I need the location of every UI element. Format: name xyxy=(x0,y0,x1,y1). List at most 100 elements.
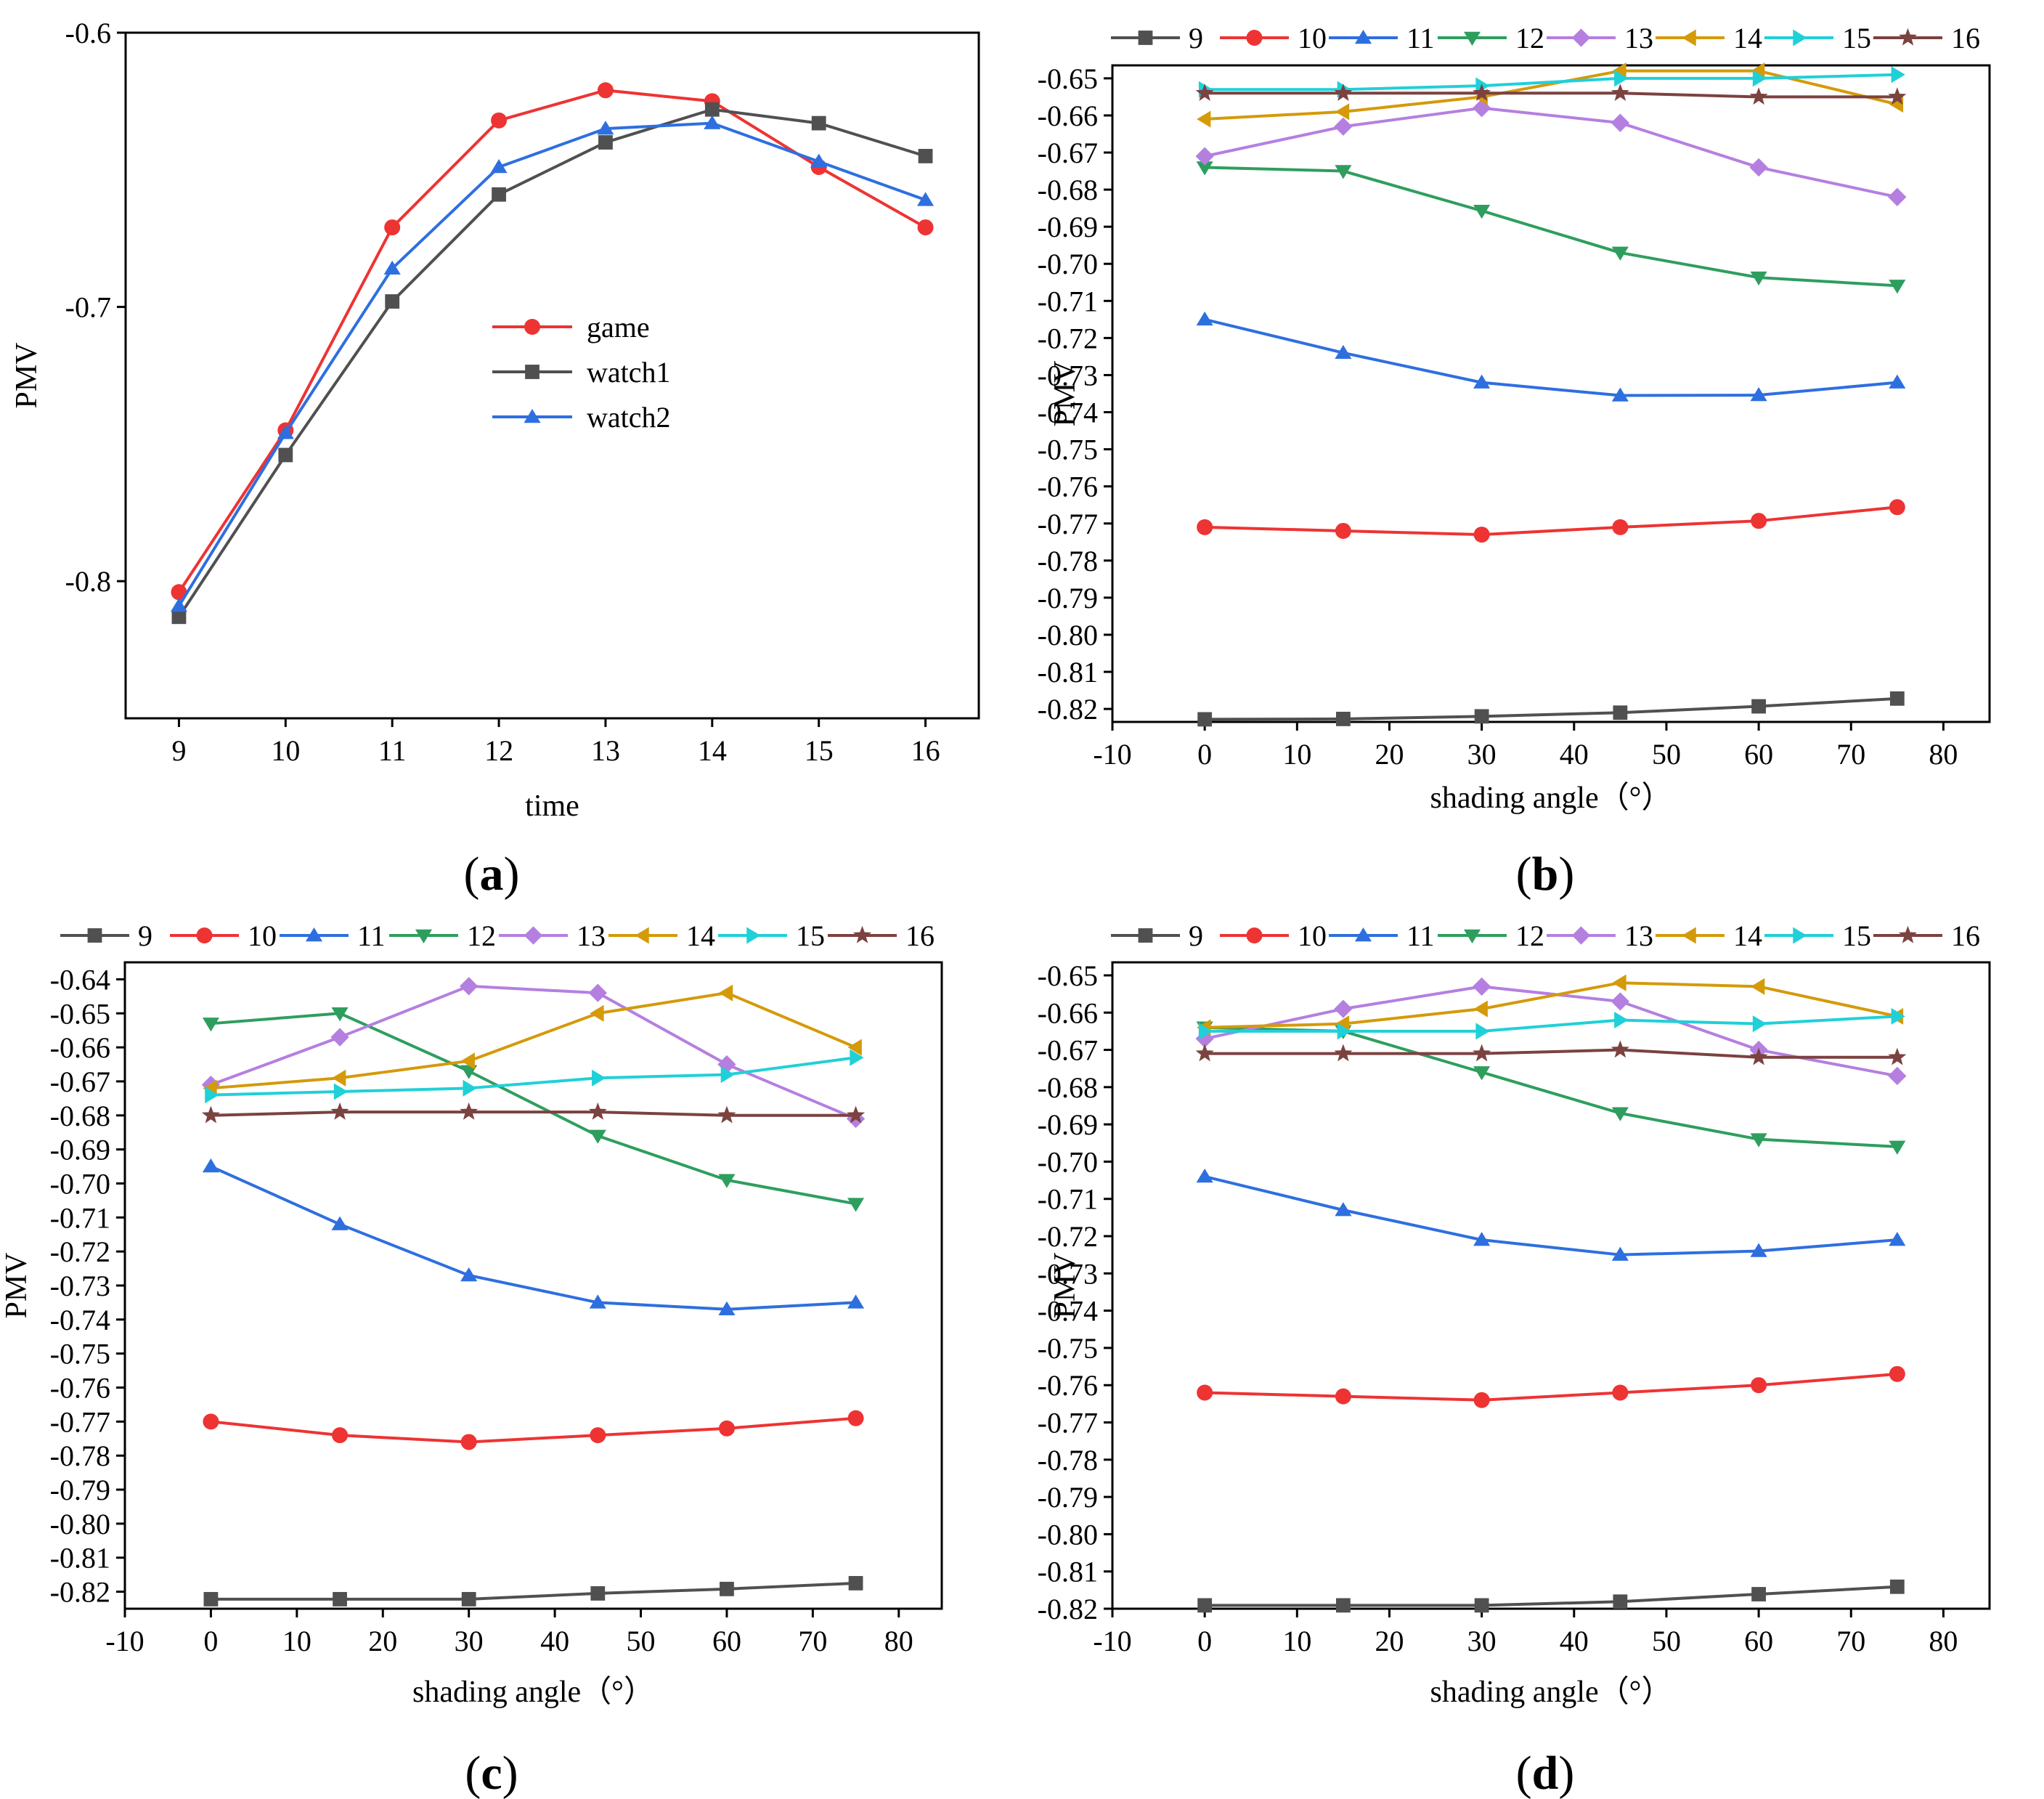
data-point-15 xyxy=(1198,1023,1213,1040)
y-tick-label: -0.64 xyxy=(50,963,110,996)
legend-item-16: 16 xyxy=(1873,22,1980,54)
data-point-16 xyxy=(1749,87,1768,105)
series-16 xyxy=(1195,84,1907,105)
series-line-15 xyxy=(1205,1015,1897,1033)
plot-frame xyxy=(1111,64,1991,723)
data-point-10 xyxy=(1335,522,1351,539)
y-tick-label: -0.76 xyxy=(1038,471,1098,503)
legend: 9 10 11 12 13 14 15 16 xyxy=(60,919,935,952)
data-point-watch1 xyxy=(492,187,506,202)
legend: 9 10 11 12 13 14 15 16 xyxy=(1111,919,1980,952)
data-point-12 xyxy=(1889,280,1906,294)
y-tick-label: -0.71 xyxy=(50,1201,110,1234)
series-line-11 xyxy=(1204,1175,1898,1256)
panel-label-paren: ) xyxy=(502,1747,518,1799)
legend-marker-10 xyxy=(1246,30,1263,46)
data-point-watch2 xyxy=(383,260,401,275)
y-tick-label: -0.82 xyxy=(1038,693,1098,726)
y-axis-title: PMV xyxy=(0,1252,33,1318)
data-point-13 xyxy=(1611,992,1630,1011)
data-point-game xyxy=(171,584,187,601)
panel-label: (d) xyxy=(1516,1747,1575,1799)
chart-b: -10 0 10 20 30 40 50 60 70 80 -0.65 -0.66 -0.67 -0.68… xyxy=(1038,22,1991,901)
data-point-16 xyxy=(460,1102,479,1120)
data-point-watch2 xyxy=(277,425,294,439)
legend-label: 10 xyxy=(248,919,277,952)
data-point-game xyxy=(384,219,401,236)
y-tick-label: -0.70 xyxy=(50,1167,110,1200)
panel-label-paren: ( xyxy=(465,1747,481,1799)
x-tick-label: 0 xyxy=(1197,738,1212,771)
data-point-13 xyxy=(1195,147,1214,166)
data-point-10 xyxy=(1473,1392,1490,1408)
data-point-watch2 xyxy=(170,598,187,612)
data-point-15 xyxy=(1337,1023,1351,1040)
data-point-watch1 xyxy=(278,447,293,463)
data-point-9 xyxy=(590,1586,606,1601)
data-point-12 xyxy=(202,1018,219,1032)
legend-item-9: 9 xyxy=(60,919,152,952)
y-tick-label: -0.68 xyxy=(1038,1071,1098,1104)
series-line-9 xyxy=(211,1581,856,1601)
y-tick-label: -0.81 xyxy=(1038,1556,1098,1588)
data-point-10 xyxy=(590,1427,606,1444)
y-tick-label: -0.70 xyxy=(1038,1145,1098,1178)
legend-item-12: 12 xyxy=(1438,919,1544,952)
legend-marker-game xyxy=(524,319,540,335)
data-point-9 xyxy=(1474,709,1489,724)
legend-label: 14 xyxy=(1733,22,1762,54)
data-point-16 xyxy=(1195,1044,1214,1062)
y-tick-label: -0.66 xyxy=(50,1031,110,1064)
series-10 xyxy=(1197,499,1905,543)
legend-item-13: 13 xyxy=(499,919,606,952)
data-point-15 xyxy=(1891,66,1905,84)
data-point-11 xyxy=(1750,1243,1767,1257)
y-tick-label: -0.8 xyxy=(65,565,111,598)
legend-item-game: game xyxy=(492,311,650,344)
series-line-12 xyxy=(211,1012,856,1206)
data-point-15 xyxy=(463,1079,477,1097)
legend-marker-9 xyxy=(1138,31,1153,45)
legend-marker-14 xyxy=(635,927,649,944)
y-tick-label: -0.78 xyxy=(50,1439,110,1472)
data-point-11 xyxy=(1611,1246,1629,1261)
data-point-13 xyxy=(1334,999,1353,1018)
series-line-14 xyxy=(211,991,857,1090)
data-point-15 xyxy=(592,1069,606,1087)
y-tick-label: -0.77 xyxy=(1038,1407,1098,1439)
x-tick-label: 60 xyxy=(1744,1625,1773,1657)
data-point-16 xyxy=(201,1105,220,1124)
plot-frame xyxy=(1111,961,1991,1610)
series-16 xyxy=(201,1102,866,1124)
series-12 xyxy=(1196,161,1906,294)
data-point-16 xyxy=(1195,84,1214,101)
data-point-11 xyxy=(718,1301,736,1316)
chart-a: 9 10 11 12 13 14 15 16 -0.6 -0.7 -0.8 time PMV game wa… xyxy=(10,17,980,901)
data-point-16 xyxy=(1334,1044,1353,1062)
x-tick-label: 80 xyxy=(1929,738,1958,771)
series-11 xyxy=(1196,1168,1906,1261)
legend-marker-11 xyxy=(1354,30,1372,44)
plot-frame xyxy=(123,961,943,1610)
x-tick-label: 80 xyxy=(1929,1625,1958,1657)
y-tick-label: -0.72 xyxy=(50,1235,110,1268)
x-tick-label: 70 xyxy=(798,1625,827,1657)
series-15 xyxy=(1198,1007,1905,1040)
y-tick-label: -0.65 xyxy=(50,997,110,1030)
data-point-12 xyxy=(1889,1140,1906,1155)
series-line-13 xyxy=(1204,106,1898,199)
series-13 xyxy=(1195,99,1907,206)
data-point-12 xyxy=(1196,161,1213,176)
data-point-10 xyxy=(1197,1384,1213,1401)
y-tick-label: -0.67 xyxy=(1038,137,1098,169)
series-12 xyxy=(1196,1021,1906,1155)
data-point-watch2 xyxy=(810,153,828,168)
legend-label: 9 xyxy=(1189,919,1203,952)
data-point-14 xyxy=(332,1069,346,1087)
y-tick-label: -0.82 xyxy=(50,1576,110,1609)
y-tick-label: -0.70 xyxy=(1038,248,1098,280)
legend-item-13: 13 xyxy=(1547,22,1653,54)
x-tick-label: 60 xyxy=(1744,738,1773,771)
y-tick-label: -0.74 xyxy=(1038,1295,1098,1328)
series-line-watch1 xyxy=(177,107,927,618)
